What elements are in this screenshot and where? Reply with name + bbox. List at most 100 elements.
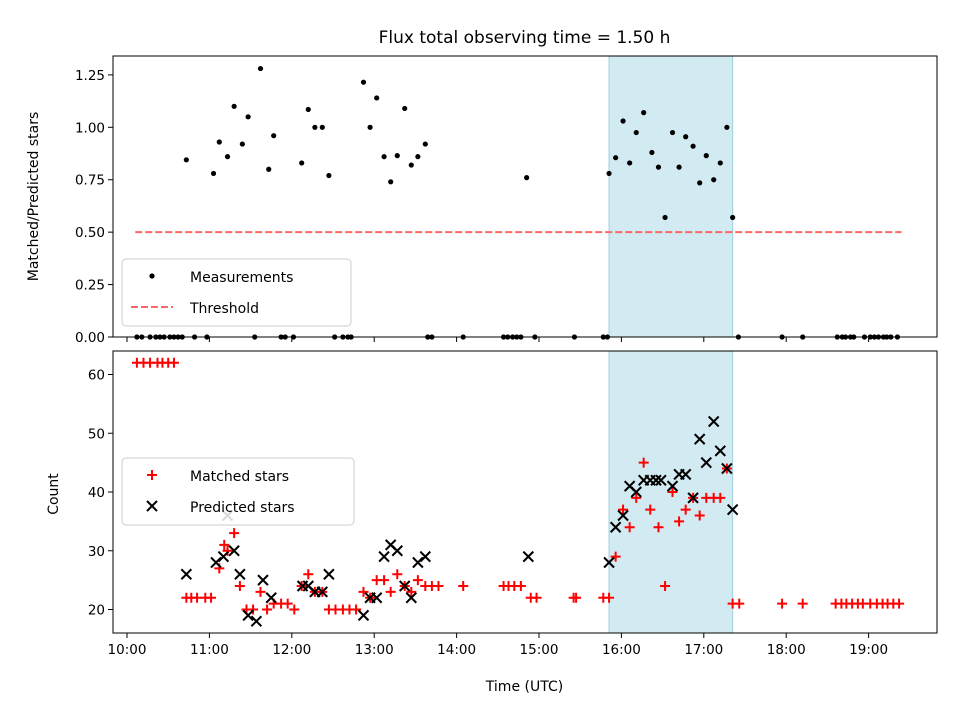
top-y-axis-label: Matched/Predicted stars bbox=[26, 112, 42, 282]
x-tick-label: 18:00 bbox=[767, 642, 806, 658]
measurement-point bbox=[245, 114, 251, 120]
measurement-point bbox=[231, 103, 237, 109]
predicted-star-marker bbox=[693, 433, 706, 445]
matched-star-marker bbox=[255, 586, 266, 597]
measurement-point bbox=[299, 160, 305, 166]
matched-star-marker bbox=[385, 586, 396, 597]
bottom-axes-frame bbox=[112, 350, 938, 634]
matched-star-marker bbox=[458, 581, 469, 591]
bottom-legend-box bbox=[121, 457, 355, 526]
y-tick-label: 20 bbox=[88, 603, 105, 619]
measurement-point bbox=[422, 141, 428, 147]
x-tick-label: 10:00 bbox=[108, 642, 147, 658]
matched-star-marker bbox=[531, 592, 542, 603]
measurement-point bbox=[239, 141, 245, 147]
matched-star-marker bbox=[631, 492, 642, 503]
measurement-point bbox=[257, 65, 264, 72]
x-tick-label: 12:00 bbox=[272, 642, 311, 658]
x-tick-label: 15:00 bbox=[520, 642, 559, 658]
matched-star-marker bbox=[289, 604, 300, 615]
legend-measurements-label: Measurements bbox=[190, 270, 293, 286]
measurement-point bbox=[703, 153, 709, 159]
matched-star-marker bbox=[351, 604, 362, 615]
predicted-star-marker bbox=[609, 521, 622, 533]
matched-star-marker bbox=[667, 487, 678, 497]
measurement-point bbox=[662, 214, 668, 221]
matched-star-marker bbox=[653, 522, 664, 533]
matched-star-marker bbox=[392, 569, 403, 580]
predicted-star-marker bbox=[405, 592, 417, 604]
top-axes-frame bbox=[112, 55, 938, 338]
legend-predicted-label: Predicted stars bbox=[190, 500, 295, 516]
measurement-point bbox=[402, 105, 408, 112]
matched-star-marker bbox=[777, 598, 788, 609]
measurement-point bbox=[724, 124, 730, 130]
predicted-star-marker bbox=[316, 586, 329, 598]
matched-star-marker bbox=[379, 575, 390, 586]
matched-star-marker bbox=[734, 598, 745, 609]
bottom-y-axis-label: Count bbox=[46, 473, 62, 515]
measurement-point bbox=[649, 149, 655, 156]
matched-star-marker bbox=[168, 357, 179, 368]
x-tick-label: 16:00 bbox=[602, 642, 641, 658]
y-tick-label: 0.00 bbox=[75, 330, 105, 346]
predicted-star-marker bbox=[398, 580, 411, 592]
measurement-point bbox=[374, 95, 380, 101]
predicted-star-marker bbox=[726, 503, 739, 516]
measurement-point bbox=[641, 110, 647, 116]
measurement-point bbox=[326, 172, 332, 179]
measurement-point bbox=[676, 164, 682, 170]
measurement-point bbox=[367, 124, 373, 130]
top-legend-box bbox=[121, 258, 352, 327]
predicted-star-marker bbox=[370, 592, 383, 604]
measurement-point bbox=[697, 180, 703, 186]
chart-title: Flux total observing time = 1.50 h bbox=[379, 28, 671, 48]
predicted-star-marker bbox=[630, 486, 642, 498]
matched-star-marker bbox=[680, 504, 691, 515]
predicted-star-marker bbox=[700, 456, 712, 469]
x-tick-label: 13:00 bbox=[355, 642, 394, 658]
legend-measurement-marker bbox=[149, 273, 155, 279]
measurement-point bbox=[360, 79, 367, 85]
measurement-point bbox=[305, 106, 311, 113]
measurement-point bbox=[730, 214, 736, 221]
measurement-point bbox=[633, 129, 639, 136]
x-axis-label: Time (UTC) bbox=[485, 679, 563, 695]
measurement-point bbox=[381, 154, 387, 160]
measurement-point bbox=[711, 177, 717, 183]
predicted-star-marker bbox=[679, 468, 692, 481]
y-tick-label: 0.75 bbox=[75, 173, 105, 189]
measurement-point bbox=[415, 154, 421, 160]
matched-star-marker bbox=[303, 569, 314, 580]
predicted-star-marker bbox=[617, 509, 629, 522]
measurement-point bbox=[266, 166, 272, 172]
predicted-star-marker bbox=[265, 592, 277, 604]
matched-star-marker bbox=[797, 598, 808, 609]
matched-star-marker bbox=[674, 516, 685, 527]
measurement-point bbox=[394, 153, 400, 159]
predicted-star-marker bbox=[522, 550, 535, 563]
matched-star-marker bbox=[624, 522, 635, 533]
predicted-star-marker bbox=[391, 545, 403, 557]
matched-star-marker bbox=[433, 581, 444, 591]
predicted-star-marker bbox=[721, 462, 733, 475]
matched-star-marker bbox=[222, 545, 233, 556]
matched-star-marker bbox=[694, 510, 705, 521]
y-tick-label: 30 bbox=[88, 544, 105, 560]
matched-star-marker bbox=[248, 604, 259, 615]
matched-star-marker bbox=[515, 581, 526, 591]
y-tick-label: 40 bbox=[88, 485, 105, 501]
bottom-plot-panel: 10:00 11:00 12:00 13:00 14:00 15:00 16:00 17:00… bbox=[88, 350, 938, 658]
predicted-star-marker bbox=[687, 492, 699, 504]
predicted-star-marker bbox=[650, 474, 662, 486]
y-tick-label: 0.50 bbox=[75, 225, 105, 241]
predicted-star-marker bbox=[323, 568, 335, 580]
predicted-star-marker bbox=[666, 480, 679, 492]
predicted-star-marker bbox=[412, 556, 424, 569]
matched-star-marker bbox=[282, 598, 293, 609]
predicted-star-marker bbox=[357, 609, 370, 622]
measurement-point bbox=[388, 179, 394, 185]
measurement-point bbox=[183, 157, 189, 163]
measurement-point bbox=[312, 124, 318, 130]
measurement-point bbox=[408, 162, 414, 168]
